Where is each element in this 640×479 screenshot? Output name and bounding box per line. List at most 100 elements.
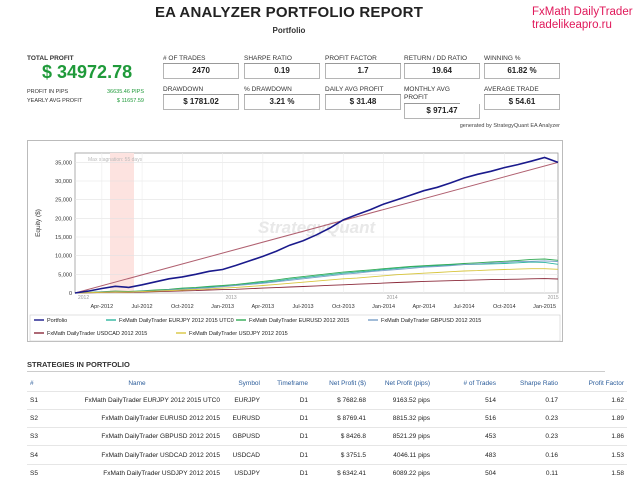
y-tick-label: 30,000 xyxy=(55,179,72,185)
row-symbol: USDJPY xyxy=(223,463,263,479)
x-tick-label: Jan-2015 xyxy=(533,304,556,310)
x-tick-label: Apr-2013 xyxy=(252,304,275,310)
table-row: S1 FxMath DailyTrader EURJPY 2012 2015 UT… xyxy=(27,390,627,410)
stagnation-label: Max stagnation: 55 days xyxy=(88,157,143,163)
stat-value: $ 31.48 xyxy=(325,95,401,110)
table-row: S2 FxMath DailyTrader EURUSD 2012 2015 EUR… xyxy=(27,408,627,428)
table-header-row: # Name Symbol Timeframe Net Profit ($) N… xyxy=(27,376,627,391)
stat-label: MONTHLY AVG PROFIT xyxy=(404,86,460,104)
row-id: S1 xyxy=(27,390,51,410)
legend-label: FxMath DailyTrader USDCAD 2012 2015 xyxy=(47,331,147,337)
stat-label: DAILY AVG PROFIT xyxy=(325,86,401,95)
year-mark: 2013 xyxy=(226,295,237,301)
stat-label: PROFIT FACTOR xyxy=(325,55,401,64)
stat-daily-avg: DAILY AVG PROFIT $ 31.48 xyxy=(325,86,401,110)
row-sharpe: 0.16 xyxy=(499,445,561,465)
col-trades: # of Trades xyxy=(463,379,496,387)
row-profit-factor: 1.58 xyxy=(561,463,627,479)
stat-value: $ 54.61 xyxy=(484,95,560,110)
x-tick-label: Oct-2012 xyxy=(171,304,194,310)
stat-value: 0.19 xyxy=(244,64,320,79)
row-name: FxMath DailyTrader EURUSD 2012 2015 xyxy=(51,408,223,428)
brand-site: tradelikeapro.ru xyxy=(532,19,612,31)
legend-box xyxy=(29,314,561,342)
y-tick-label: 35,000 xyxy=(55,160,72,166)
row-symbol: EURUSD xyxy=(223,408,263,428)
row-trades: 514 xyxy=(433,390,499,410)
strategy-series-line xyxy=(74,268,559,294)
profit-pips-label: PROFIT IN PIPS xyxy=(27,89,69,95)
stat-drawdown: DRAWDOWN $ 1781.02 xyxy=(163,86,239,110)
report-subtitle: Portfolio xyxy=(272,26,306,35)
row-timeframe: D1 xyxy=(263,463,311,479)
stat-avg-trade: AVERAGE TRADE $ 54.61 xyxy=(484,86,560,110)
stat-value: 3.21 % xyxy=(244,95,320,110)
col-name: Name xyxy=(128,379,146,387)
stat-pct-drawdown: % DRAWDOWN 3.21 % xyxy=(244,86,320,110)
row-sharpe: 0.23 xyxy=(499,427,561,446)
stat-value: $ 971.47 xyxy=(404,104,480,119)
stat-trades: # OF TRADES 2470 xyxy=(163,55,239,79)
x-tick-label: Jul-2013 xyxy=(293,304,314,310)
total-profit-label: TOTAL PROFIT xyxy=(27,55,74,62)
plot-area xyxy=(74,152,559,294)
stat-winning: WINNING % 61.82 % xyxy=(484,55,560,79)
generated-by-note: generated by StrategyQuant EA Analyzer xyxy=(459,123,560,129)
row-net-profit: $ 7682.68 xyxy=(311,390,369,410)
col-net-pips: Net Profit (pips) xyxy=(384,379,430,387)
x-tick-label: Apr-2014 xyxy=(413,304,436,310)
table-row: S3 FxMath DailyTrader GBPUSD 2012 2015 GBP… xyxy=(27,427,627,446)
x-tick-label: Oct-2013 xyxy=(332,304,355,310)
row-net-pips: 9163.52 pips xyxy=(369,390,433,410)
col-net-profit: Net Profit ($) xyxy=(329,379,366,387)
yearly-avg-label: YEARLY AVG PROFIT xyxy=(27,98,83,104)
row-symbol: EURJPY xyxy=(223,390,263,410)
stat-value: 19.64 xyxy=(404,64,480,79)
row-timeframe: D1 xyxy=(263,445,311,465)
col-symbol: Symbol xyxy=(238,379,260,387)
year-mark: 2012 xyxy=(78,295,89,301)
row-symbol: GBPUSD xyxy=(223,427,263,446)
row-timeframe: D1 xyxy=(263,427,311,446)
strategy-series-line xyxy=(74,258,559,294)
profit-pips-value: 36635.46 PIPS xyxy=(106,89,144,95)
x-tick-label: Jul-2012 xyxy=(132,304,153,310)
row-net-profit: $ 6342.41 xyxy=(311,463,369,479)
row-sharpe: 0.23 xyxy=(499,408,561,428)
stat-value: 2470 xyxy=(163,64,239,79)
equity-chart: Max stagnation: 55 daysStrategyQuant05,0… xyxy=(29,152,561,342)
row-sharpe: 0.17 xyxy=(499,390,561,410)
stat-value: 61.82 % xyxy=(484,64,560,79)
strategies-divider xyxy=(27,371,605,372)
legend-label: FxMath DailyTrader EURJPY 2012 2015 UTC0 xyxy=(119,318,234,324)
year-mark: 2015 xyxy=(548,295,559,301)
strategies-table: # Name Symbol Timeframe Net Profit ($) N… xyxy=(27,376,627,479)
row-timeframe: D1 xyxy=(263,408,311,428)
legend-label: FxMath DailyTrader GBPUSD 2012 2015 xyxy=(381,318,481,324)
row-name: FxMath DailyTrader USDJPY 2012 2015 xyxy=(51,463,223,479)
row-name: FxMath DailyTrader USDCAD 2012 2015 xyxy=(51,445,223,465)
year-mark: 2014 xyxy=(387,295,398,301)
stat-label: DRAWDOWN xyxy=(163,86,239,95)
stat-label: SHARPE RATIO xyxy=(244,55,320,64)
row-id: S3 xyxy=(27,427,51,446)
row-net-pips: 4046.11 pips xyxy=(369,445,433,465)
stat-value: 1.7 xyxy=(325,64,401,79)
equity-chart-frame: Max stagnation: 55 daysStrategyQuant05,0… xyxy=(27,140,563,342)
row-sharpe: 0.11 xyxy=(499,463,561,479)
x-tick-label: Oct-2014 xyxy=(493,304,516,310)
row-net-pips: 8521.29 pips xyxy=(369,427,433,446)
legend-label: Portfolio xyxy=(47,318,67,324)
x-tick-label: Jan-2013 xyxy=(211,304,234,310)
row-net-profit: $ 3751.5 xyxy=(311,445,369,465)
yearly-avg-value: $ 11657.59 xyxy=(116,98,144,104)
row-profit-factor: 1.86 xyxy=(561,427,627,446)
row-profit-factor: 1.62 xyxy=(561,390,627,410)
row-name: FxMath DailyTrader GBPUSD 2012 2015 xyxy=(51,427,223,446)
stat-monthly-avg: MONTHLY AVG PROFIT $ 971.47 xyxy=(404,86,480,119)
row-profit-factor: 1.53 xyxy=(561,445,627,465)
col-profit-factor: Profit Factor xyxy=(588,379,624,387)
brand-block: FxMath DailyTrader tradelikeapro.ru xyxy=(532,6,633,32)
y-axis-label: Equity ($) xyxy=(35,209,42,237)
stagnation-band xyxy=(110,153,134,293)
